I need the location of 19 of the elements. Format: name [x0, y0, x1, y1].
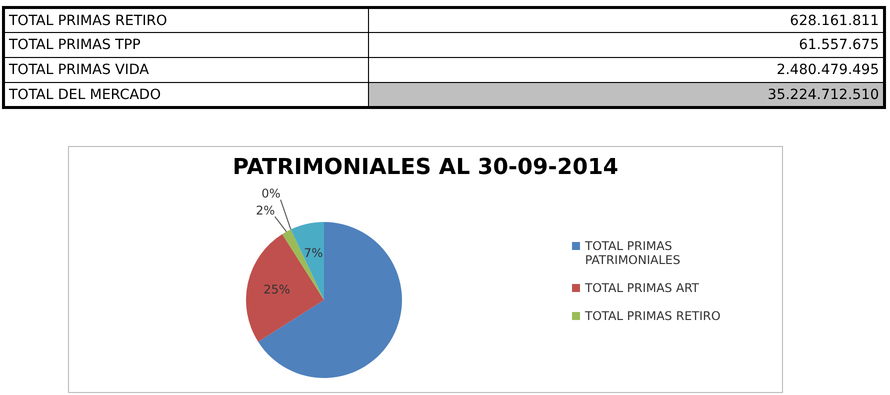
text: 61.557.675	[368, 32, 884, 58]
chart-title: PATRIMONIALES AL 30-09-2014	[232, 155, 620, 182]
pie-slice	[258, 222, 402, 378]
data-label: 7%	[304, 246, 323, 260]
text: 2.480.479.495	[368, 58, 884, 82]
text: 35.224.712.510	[368, 82, 884, 108]
text: TOTAL PRIMAS RETIRO	[4, 8, 368, 32]
legend-label: TOTAL PRIMAS RETIRO	[585, 308, 721, 322]
text: TOTAL PRIMAS TPP	[4, 32, 368, 58]
data-label: 25%	[263, 282, 290, 296]
legend-label: TOTAL PRIMAS PATRIMONIALES	[585, 238, 682, 266]
pie-slice	[290, 222, 324, 300]
text: 628.161.811	[368, 8, 884, 32]
legend-label: TOTAL PRIMAS ART	[585, 280, 699, 294]
pie-slice	[246, 234, 324, 342]
text: 0%	[262, 186, 281, 201]
text: TOTAL DEL MERCADO	[4, 82, 368, 108]
text: TOTAL PRIMAS VIDA	[4, 58, 368, 82]
data-label: 2%	[256, 204, 275, 218]
